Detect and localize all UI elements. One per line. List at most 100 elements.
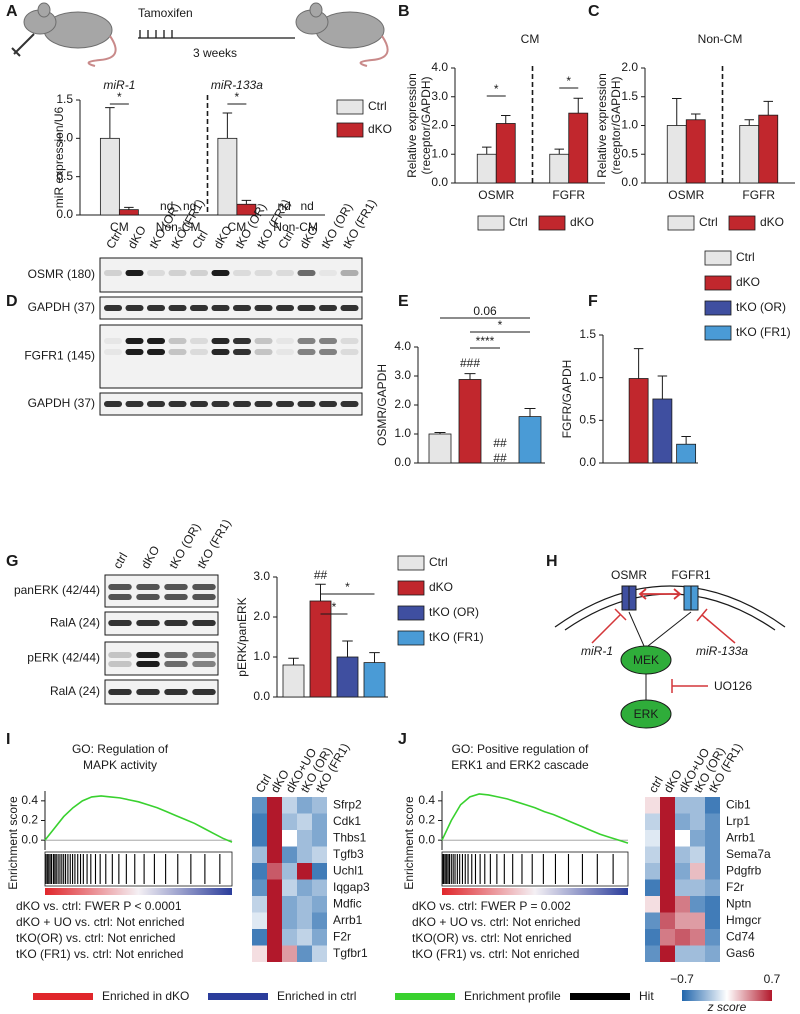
heatmap-cell xyxy=(690,863,705,880)
blot-band xyxy=(108,689,132,695)
blot-band xyxy=(275,401,295,407)
legend-label: Ctrl xyxy=(736,250,755,264)
blot-band xyxy=(211,270,230,276)
bar xyxy=(685,119,706,184)
blot-band xyxy=(164,652,188,658)
bar xyxy=(428,433,452,464)
blot-band xyxy=(192,661,216,667)
row-label: Uchl1 xyxy=(333,863,364,877)
plot-title: GO: Positive regulation of xyxy=(452,742,589,756)
y-tick-label: 1.0 xyxy=(56,131,73,145)
heatmap-cell xyxy=(252,846,267,863)
heatmap-cell xyxy=(267,797,282,814)
heatmap-cell xyxy=(660,945,675,962)
blot-row-label: pERK (42/44) xyxy=(27,651,100,665)
error-bar xyxy=(501,114,511,124)
y-tick-label: 4.0 xyxy=(431,60,448,74)
blot-band xyxy=(168,338,187,344)
blot-band xyxy=(146,349,166,355)
legend-swatch xyxy=(336,122,364,138)
heatmap-cell xyxy=(312,945,327,962)
column-label: ctrl xyxy=(646,774,666,795)
bar xyxy=(628,378,649,464)
heatmap-cell xyxy=(252,912,267,929)
blot-band xyxy=(108,594,132,600)
interaction-arrow xyxy=(638,588,682,600)
plot-title: MAPK activity xyxy=(83,758,157,772)
error-bar xyxy=(763,100,773,116)
mouse-right xyxy=(295,2,389,67)
panel-letter: G xyxy=(6,553,18,570)
heatmap-cell xyxy=(645,830,660,847)
heatmap-cell xyxy=(282,830,297,847)
y-tick-label: 0.5 xyxy=(56,169,73,183)
heatmap-cell xyxy=(297,813,312,830)
blot-band xyxy=(125,305,144,311)
error-bar xyxy=(434,432,446,434)
bar xyxy=(495,123,516,184)
heatmap-cell xyxy=(660,797,675,814)
lane-label: dKO xyxy=(138,543,162,571)
heatmap-cell xyxy=(690,797,705,814)
y-tick-label: 0.4 xyxy=(418,793,435,807)
blot-band xyxy=(211,401,230,407)
legend-swatch xyxy=(728,215,756,231)
heatmap-cell xyxy=(252,879,267,896)
error-bar xyxy=(573,97,583,114)
row-label: F2r xyxy=(333,929,351,943)
heatmap-cell xyxy=(690,945,705,962)
blot-band xyxy=(232,305,252,311)
bar xyxy=(476,153,497,184)
y-tick-label: 1.5 xyxy=(56,92,73,106)
heatmap-cell xyxy=(645,813,660,830)
heatmap-cell xyxy=(297,797,312,814)
x-tick-label: CM xyxy=(110,220,129,234)
x-tick-label: FGFR xyxy=(552,188,585,202)
blot-band xyxy=(297,270,316,276)
blot-band xyxy=(340,270,359,276)
error-bar xyxy=(554,148,564,155)
y-axis-label: (receptor/GAPDH) xyxy=(419,76,433,174)
y-tick-label: 4.0 xyxy=(394,339,411,353)
blot-band xyxy=(108,661,132,667)
chart-title: Non-CM xyxy=(698,32,743,46)
value-label: nd xyxy=(300,199,313,213)
y-axis-label: pERK/panERK xyxy=(235,597,249,676)
receptor-label: OSMR xyxy=(611,568,647,582)
result-note: dKO + UO vs. ctrl: Not enriched xyxy=(16,915,184,929)
heatmap-cell xyxy=(705,879,720,896)
heatmap-cell xyxy=(675,879,690,896)
y-tick-label: 0.0 xyxy=(56,207,73,221)
legend-label: Ctrl xyxy=(699,215,718,229)
legend-label: Ctrl xyxy=(509,215,528,229)
blot-band xyxy=(103,401,123,407)
bar xyxy=(518,416,542,464)
blot-band xyxy=(192,652,216,658)
heatmap-cell xyxy=(282,846,297,863)
blot-band xyxy=(192,620,216,626)
blot-band xyxy=(103,270,123,276)
blot-band xyxy=(254,270,273,276)
membrane xyxy=(554,585,786,628)
legend-label: dKO xyxy=(760,215,784,229)
blot-band xyxy=(136,652,160,658)
heatmap-cell xyxy=(282,945,297,962)
blot-band xyxy=(275,349,295,355)
blot-row-label: RalA (24) xyxy=(50,684,100,698)
blot-band xyxy=(108,652,132,658)
bar xyxy=(652,398,673,464)
lane-label: ctrl xyxy=(110,550,130,571)
heatmap-cell xyxy=(675,896,690,913)
blot-band xyxy=(211,349,230,355)
heatmap-cell xyxy=(675,863,690,880)
blot-band xyxy=(192,594,216,600)
heatmap-cell xyxy=(282,813,297,830)
plot-title: ERK1 and ERK2 cascade xyxy=(451,758,589,772)
result-note: dKO vs. ctrl: FWER P = 0.002 xyxy=(412,899,571,913)
panel-letter: A xyxy=(6,3,18,20)
panel-letter: B xyxy=(398,3,410,20)
blot-band xyxy=(136,689,160,695)
heatmap-cell xyxy=(252,813,267,830)
